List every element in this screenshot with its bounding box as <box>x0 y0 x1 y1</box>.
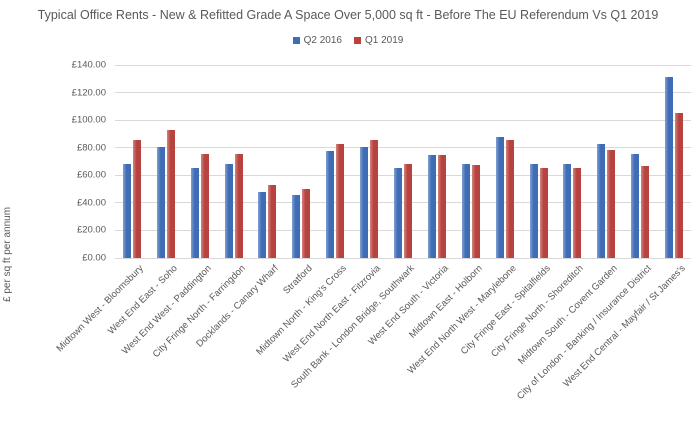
bar-group <box>454 65 488 258</box>
y-axis-tick-label: £60.00 <box>76 169 106 181</box>
bar-q2-2016 <box>631 153 640 258</box>
bar-group <box>183 65 217 258</box>
legend-swatch-q2-2016-icon <box>292 37 300 44</box>
bar-q1-2019 <box>302 189 311 258</box>
gridline <box>115 202 691 204</box>
x-axis-category-label: West End Central - Mayfair / St James's <box>561 263 688 390</box>
bar-q2-2016 <box>122 163 131 258</box>
bar-q2-2016 <box>427 154 436 258</box>
bar-group <box>522 65 556 258</box>
legend-item-q2-2016: Q2 2016 <box>292 35 342 46</box>
bar-q2-2016 <box>461 163 470 258</box>
gridline <box>115 257 691 259</box>
bar-q2-2016 <box>156 147 165 258</box>
bar-q2-2016 <box>529 164 538 258</box>
bar-group <box>657 65 691 258</box>
bar-q1-2019 <box>200 153 209 258</box>
bar-group <box>555 65 589 258</box>
bar-q1-2019 <box>573 167 582 258</box>
bar-group <box>420 65 454 258</box>
y-axis-tick-label: £20.00 <box>76 224 106 236</box>
bar-q2-2016 <box>360 147 369 258</box>
x-axis-category-label: City of London - Banking / Insurance Dis… <box>515 263 654 402</box>
y-axis-tick-label: £40.00 <box>76 197 106 209</box>
bar-q1-2019 <box>675 112 684 258</box>
chart-title: Typical Office Rents - New & Refitted Gr… <box>37 8 659 22</box>
bar-q2-2016 <box>292 195 301 258</box>
bar-group <box>318 65 352 258</box>
gridline <box>115 64 691 66</box>
y-axis-tick-label: £0.00 <box>82 252 106 264</box>
bar-q2-2016 <box>258 191 267 258</box>
bar-group <box>623 65 657 258</box>
bar-q2-2016 <box>393 167 402 258</box>
bar-q1-2019 <box>437 154 446 258</box>
bar-q1-2019 <box>641 166 650 258</box>
bar-q1-2019 <box>370 140 379 258</box>
gridline <box>115 229 691 231</box>
bar-q2-2016 <box>326 151 335 258</box>
legend-swatch-q1-2019-icon <box>354 37 361 44</box>
bar-q2-2016 <box>224 164 233 258</box>
gridline <box>115 92 691 94</box>
bar-q1-2019 <box>132 140 141 258</box>
bar-q2-2016 <box>563 164 572 258</box>
bar-q1-2019 <box>607 150 616 258</box>
y-axis-tick-label: £80.00 <box>76 142 106 154</box>
chart-legend: Q2 2016 Q1 2019 <box>0 35 696 46</box>
bar-group <box>386 65 420 258</box>
bar-group <box>115 65 149 258</box>
bar-group <box>149 65 183 258</box>
bar-q1-2019 <box>505 140 514 258</box>
legend-label-q2-2016: Q2 2016 <box>303 35 342 46</box>
bar-q1-2019 <box>166 130 175 258</box>
bar-group <box>488 65 522 258</box>
bar-q2-2016 <box>495 136 504 258</box>
bar-group <box>284 65 318 258</box>
y-axis-tick-label: £120.00 <box>71 87 106 99</box>
bar-group <box>251 65 285 258</box>
bar-q1-2019 <box>234 153 243 258</box>
bar-q2-2016 <box>665 77 674 258</box>
bar-group <box>217 65 251 258</box>
plot-area <box>115 64 691 259</box>
bar-q1-2019 <box>336 144 345 258</box>
y-axis-tick-label: £100.00 <box>71 114 106 126</box>
bar-group <box>352 65 386 258</box>
bar-q2-2016 <box>597 143 606 258</box>
y-axis-tick-label: £140.00 <box>71 59 106 71</box>
gridline <box>115 174 691 176</box>
gridline <box>115 147 691 149</box>
gridline <box>115 119 691 121</box>
bar-q1-2019 <box>539 167 548 258</box>
bar-q2-2016 <box>190 167 199 258</box>
bar-group <box>589 65 623 258</box>
bar-q1-2019 <box>268 184 277 258</box>
legend-item-q1-2019: Q1 2019 <box>354 35 403 46</box>
y-axis-title: £ per sq ft per annum <box>2 206 13 302</box>
bar-q1-2019 <box>471 164 480 258</box>
bar-q1-2019 <box>403 163 412 258</box>
legend-label-q1-2019: Q1 2019 <box>365 35 404 46</box>
